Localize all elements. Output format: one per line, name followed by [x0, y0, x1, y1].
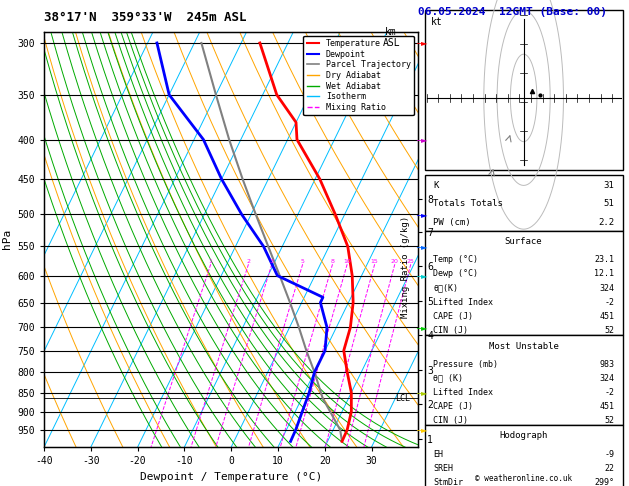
- Text: CAPE (J): CAPE (J): [433, 312, 473, 321]
- Text: ─►: ─►: [416, 242, 427, 251]
- Text: K: K: [433, 181, 438, 190]
- Text: Lifted Index: Lifted Index: [433, 388, 493, 397]
- Text: 52: 52: [604, 416, 615, 425]
- Text: ─►: ─►: [416, 135, 427, 144]
- Text: 2.2: 2.2: [598, 218, 615, 227]
- Text: -2: -2: [604, 298, 615, 307]
- Text: Pressure (mb): Pressure (mb): [433, 360, 498, 369]
- Text: Mixing Ratio (g/kg): Mixing Ratio (g/kg): [401, 216, 410, 318]
- Text: 31: 31: [603, 181, 615, 190]
- Text: PW (cm): PW (cm): [433, 218, 470, 227]
- Text: ─►: ─►: [416, 388, 427, 397]
- Text: 5: 5: [301, 259, 304, 264]
- Text: 12.1: 12.1: [594, 269, 615, 278]
- Text: 983: 983: [599, 360, 615, 369]
- Text: km
ASL: km ASL: [382, 27, 400, 48]
- Text: © weatheronline.co.uk: © weatheronline.co.uk: [475, 474, 572, 483]
- Text: Most Unstable: Most Unstable: [489, 342, 559, 350]
- Text: ─►: ─►: [416, 38, 427, 48]
- Text: 23.1: 23.1: [594, 255, 615, 264]
- FancyBboxPatch shape: [425, 231, 623, 335]
- Text: θᴄ (K): θᴄ (K): [433, 374, 463, 383]
- FancyBboxPatch shape: [425, 10, 623, 170]
- Text: ─►: ─►: [416, 425, 427, 434]
- Text: 06.05.2024  12GMT (Base: 00): 06.05.2024 12GMT (Base: 00): [418, 7, 607, 17]
- Text: CIN (J): CIN (J): [433, 416, 468, 425]
- Text: 25: 25: [407, 259, 415, 264]
- Text: ─►: ─►: [416, 271, 427, 280]
- Text: 22: 22: [604, 464, 615, 472]
- Text: LCL: LCL: [395, 394, 410, 403]
- Text: 52: 52: [604, 326, 615, 335]
- Text: Lifted Index: Lifted Index: [433, 298, 493, 307]
- Text: 38°17'N  359°33'W  245m ASL: 38°17'N 359°33'W 245m ASL: [44, 11, 247, 23]
- Text: 451: 451: [599, 402, 615, 411]
- FancyBboxPatch shape: [425, 335, 623, 425]
- Text: SREH: SREH: [433, 464, 453, 472]
- Legend: Temperature, Dewpoint, Parcel Trajectory, Dry Adiabat, Wet Adiabat, Isotherm, Mi: Temperature, Dewpoint, Parcel Trajectory…: [303, 36, 414, 115]
- FancyBboxPatch shape: [425, 425, 623, 486]
- Text: StmDir: StmDir: [433, 478, 463, 486]
- Text: 20: 20: [391, 259, 399, 264]
- Text: 324: 324: [599, 284, 615, 293]
- Text: EH: EH: [433, 450, 443, 459]
- Text: Totals Totals: Totals Totals: [433, 199, 503, 208]
- Text: 324: 324: [599, 374, 615, 383]
- Text: ─►: ─►: [416, 210, 427, 219]
- Text: CIN (J): CIN (J): [433, 326, 468, 335]
- Text: 1: 1: [209, 259, 213, 264]
- Text: Surface: Surface: [505, 237, 542, 246]
- Text: kt: kt: [431, 17, 443, 27]
- Text: 3: 3: [270, 259, 274, 264]
- Text: -2: -2: [604, 388, 615, 397]
- Text: 51: 51: [603, 199, 615, 208]
- X-axis label: Dewpoint / Temperature (°C): Dewpoint / Temperature (°C): [140, 472, 322, 482]
- Text: ─►: ─►: [416, 323, 427, 332]
- Text: Temp (°C): Temp (°C): [433, 255, 478, 264]
- Text: CAPE (J): CAPE (J): [433, 402, 473, 411]
- Text: -9: -9: [604, 450, 615, 459]
- Text: 299°: 299°: [594, 478, 615, 486]
- Text: 15: 15: [370, 259, 379, 264]
- Text: Hodograph: Hodograph: [499, 432, 548, 440]
- Text: 451: 451: [599, 312, 615, 321]
- Text: 2: 2: [247, 259, 250, 264]
- FancyBboxPatch shape: [425, 175, 623, 231]
- Text: θᴄ(K): θᴄ(K): [433, 284, 458, 293]
- Text: 8: 8: [331, 259, 335, 264]
- Text: Dewp (°C): Dewp (°C): [433, 269, 478, 278]
- Y-axis label: hPa: hPa: [2, 229, 12, 249]
- Text: 10: 10: [343, 259, 351, 264]
